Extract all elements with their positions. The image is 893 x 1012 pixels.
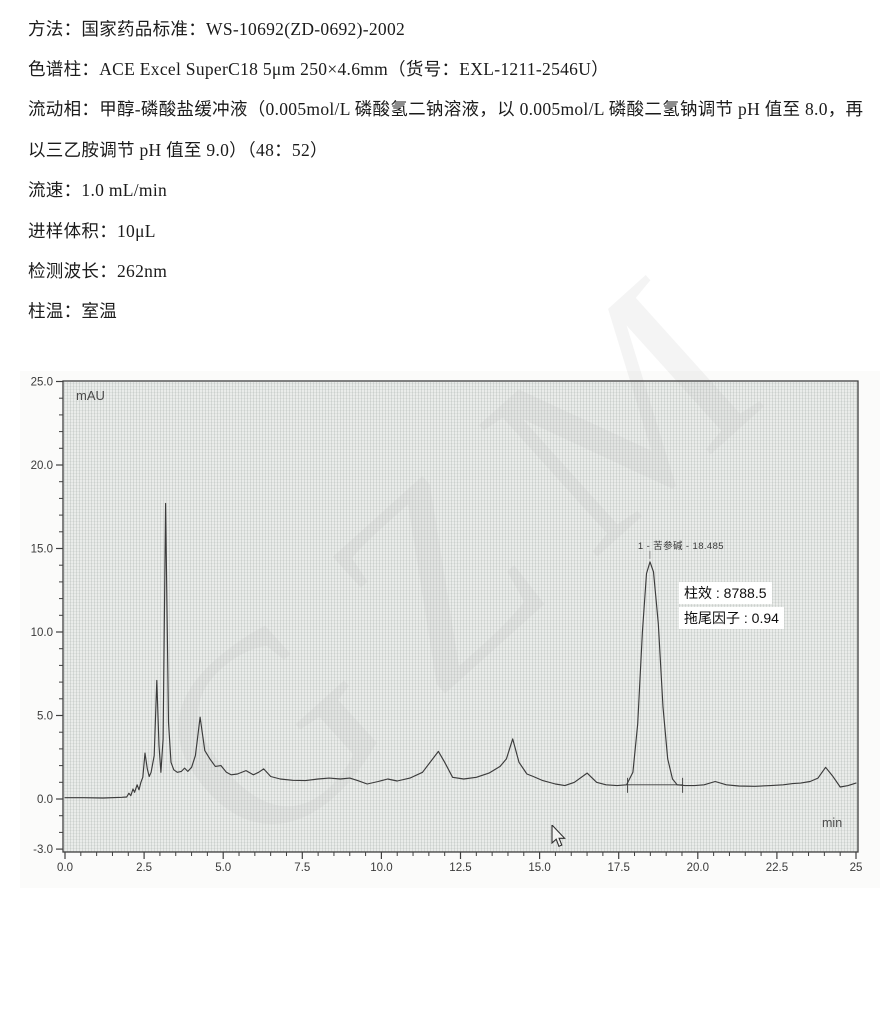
- tailing-factor-annotation: 拖尾因子 : 0.94: [679, 607, 784, 629]
- mouse-cursor-icon: [551, 823, 568, 849]
- method-line-column: 色谱柱：ACE Excel SuperC18 5μm 250×4.6mm（货号：…: [28, 59, 609, 80]
- y-axis-unit: mAU: [76, 388, 105, 403]
- method-line-flow-rate: 流速：1.0 mL/min: [28, 180, 168, 201]
- x-axis-unit: min: [822, 816, 843, 830]
- method-line-column-temp: 柱温：室温: [28, 301, 117, 322]
- method-line-inject-volume: 进样体积：10μL: [28, 220, 156, 241]
- method-line-method: 方法：国家药品标准：WS-10692(ZD-0692)-2002: [28, 18, 406, 39]
- method-line-wavelength: 检测波长：262nm: [28, 261, 168, 282]
- method-line-mobile-phase2: 以三乙胺调节 pH 值至 9.0）（48：52）: [28, 139, 328, 160]
- column-efficiency-annotation: 柱效 : 8788.5: [679, 582, 772, 604]
- method-text-block: 方法：国家药品标准：WS-10692(ZD-0692)-2002 色谱柱：ACE…: [28, 8, 873, 331]
- method-line-mobile-phase: 流动相：甲醇-磷酸盐缓冲液（0.005mol/L 磷酸氢二钠溶液，以 0.005…: [28, 99, 864, 120]
